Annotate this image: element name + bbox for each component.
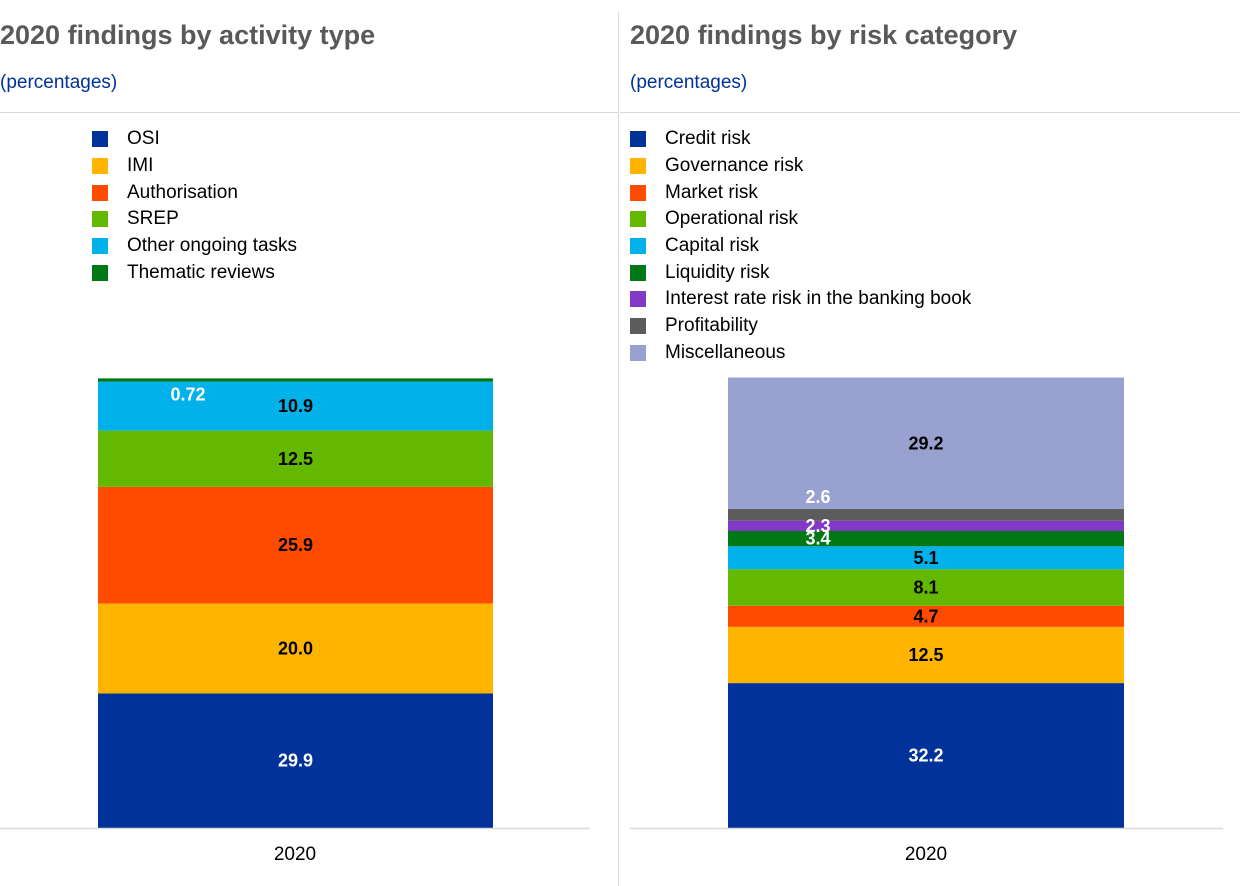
legend-item: SREP — [92, 206, 297, 233]
legend-label: Governance risk — [665, 155, 804, 177]
data-label: 10.9 — [278, 396, 313, 416]
legend-label: Capital risk — [665, 235, 759, 257]
data-label: 25.9 — [278, 535, 313, 555]
legend-item: OSI — [92, 126, 297, 153]
x-tick-label: 2020 — [274, 844, 316, 865]
chart-subtitle: (percentages) — [630, 72, 748, 93]
data-label: 2.6 — [805, 487, 830, 507]
bar-segment — [728, 546, 1124, 570]
bar-segment — [98, 693, 493, 828]
legend-label: Market risk — [665, 181, 758, 203]
legend-label: Interest rate risk in the banking book — [665, 288, 972, 310]
bar-segment — [98, 381, 493, 431]
bar-segment — [728, 683, 1124, 828]
legend-swatch — [630, 318, 646, 335]
data-label: 2.3 — [805, 516, 830, 536]
legend-swatch — [630, 131, 646, 148]
chart-legend: OSI IMI Authorisation SREP Other ongoing tas… — [92, 126, 297, 286]
bar-segment — [728, 520, 1124, 531]
legend-item: Miscellaneous — [630, 340, 971, 367]
data-label: 3.4 — [805, 529, 830, 549]
bar-segment — [728, 377, 1124, 509]
data-label: 5.1 — [913, 548, 938, 568]
activity-type-panel: 2020 findings by activity type (percenta… — [0, 0, 618, 886]
legend-item: Other ongoing tasks — [92, 233, 297, 260]
legend-swatch — [630, 344, 646, 361]
bar-segment — [728, 531, 1124, 547]
legend-label: Operational risk — [665, 208, 799, 230]
activity-type-chart: 29.9 20.0 25.9 12.5 10.9 0.72 2020 — [0, 378, 590, 865]
legend-item: Profitability — [630, 313, 971, 340]
legend-label: Authorisation — [127, 181, 238, 203]
legend-item: Thematic reviews — [92, 259, 297, 286]
bar-segment — [728, 569, 1124, 606]
legend-item: Capital risk — [630, 233, 971, 260]
legend-item: Governance risk — [630, 153, 971, 180]
legend-item: Credit risk — [630, 126, 971, 153]
x-tick-label: 2020 — [905, 844, 947, 865]
legend-label: Thematic reviews — [127, 261, 275, 283]
legend-label: IMI — [127, 155, 154, 177]
legend-label: Miscellaneous — [665, 341, 786, 363]
legend-item: Authorisation — [92, 179, 297, 206]
data-label: 29.9 — [278, 751, 313, 771]
legend-label: Liquidity risk — [665, 261, 770, 283]
bar-segment — [728, 626, 1124, 684]
legend-swatch — [92, 158, 108, 175]
legend-swatch — [630, 264, 646, 281]
legend-swatch — [630, 291, 646, 308]
legend-swatch — [630, 158, 646, 175]
legend-label: Credit risk — [665, 128, 751, 150]
legend-swatch — [92, 131, 108, 148]
chart-subtitle: (percentages) — [0, 72, 118, 93]
risk-category-chart: 32.2 12.5 4.7 8.1 5.1 3.42.3 2.6 29.2 2020 — [630, 377, 1223, 865]
legend-item: IMI — [92, 153, 297, 180]
panel-divider — [618, 12, 619, 886]
chart-title: 2020 findings by activity type — [0, 20, 376, 50]
legend-swatch — [92, 211, 108, 228]
legend-swatch — [92, 238, 108, 255]
data-label: 4.7 — [913, 606, 938, 626]
legend-label: Profitability — [665, 315, 758, 337]
legend-swatch — [92, 184, 108, 201]
legend-swatch — [92, 264, 108, 281]
chart-title: 2020 findings by risk category — [630, 20, 1018, 50]
chart-legend: Credit risk Governance risk Market risk Ope… — [630, 126, 971, 366]
bar-segment — [728, 508, 1124, 521]
data-label: 8.1 — [913, 577, 938, 597]
legend-swatch — [630, 238, 646, 255]
legend-label: SREP — [127, 208, 179, 230]
data-label: 12.5 — [278, 449, 313, 469]
legend-item: Liquidity risk — [630, 259, 971, 286]
legend-label: Other ongoing tasks — [127, 235, 298, 257]
legend-item: Operational risk — [630, 206, 971, 233]
header-divider — [620, 112, 1240, 113]
legend-item: Market risk — [630, 179, 971, 206]
bar-segment — [98, 378, 493, 382]
data-label: 0.72 — [170, 384, 205, 404]
legend-label: OSI — [127, 128, 160, 150]
bar-segment — [98, 603, 493, 694]
legend-swatch — [630, 184, 646, 201]
data-label: 32.2 — [908, 746, 943, 766]
legend-item: Interest rate risk in the banking book — [630, 286, 971, 313]
data-label: 12.5 — [908, 645, 943, 665]
header-divider — [0, 112, 618, 113]
bar-segment — [98, 486, 493, 604]
data-label: 20.0 — [278, 638, 313, 658]
bar-segment — [728, 605, 1124, 627]
bar-segment — [98, 430, 493, 487]
legend-swatch — [630, 211, 646, 228]
data-label: 29.2 — [908, 433, 943, 453]
risk-category-panel: 2020 findings by risk category (percenta… — [620, 0, 1240, 886]
